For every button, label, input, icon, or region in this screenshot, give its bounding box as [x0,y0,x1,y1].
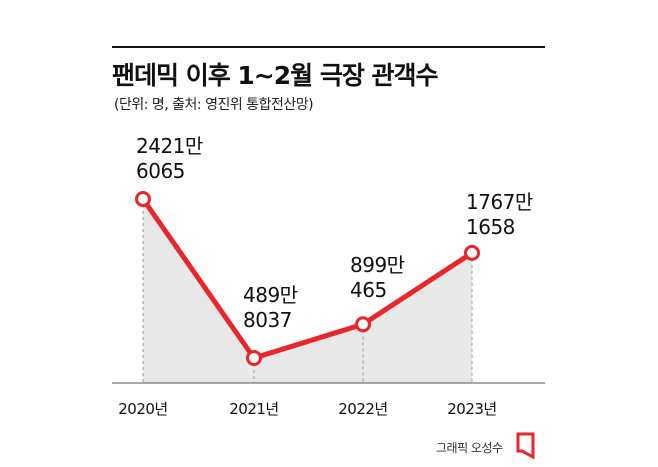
data-label-0: 2421만 6065 [136,134,203,183]
guide-layer [142,199,473,383]
marker-layer [135,191,480,366]
chart-subtitle: (단위: 명, 출처: 영진위 통합전산망) [114,97,314,113]
series-line [140,196,475,361]
data-point-1 [246,350,262,366]
chart-title: 팬데믹 이후 1~2월 극장 관객수 [112,61,439,90]
data-label-1: 489만 8037 [243,283,298,332]
data-point-2 [355,316,371,333]
data-label-2: 899만 465 [350,253,405,302]
title-rule [112,46,545,48]
data-point-0 [135,191,151,207]
newspaper-logo-icon [516,432,535,459]
x-tick-label-1: 2021년 [229,400,278,418]
x-tick-label-0: 2020년 [118,400,167,418]
line-layer [140,196,475,361]
graphic-credit: 그래픽 오성수 [436,441,503,455]
data-point-3 [464,244,480,261]
data-label-3: 1767만 1658 [466,190,533,239]
x-tick-label-2: 2022년 [338,400,387,418]
tick-layer: 2020년 2021년 2022년 2023년 [118,400,497,418]
area-layer [143,199,472,383]
area-fill [143,199,472,383]
label-layer: 2421만 6065 489만 8037 899만 465 1767만 1658 [136,134,533,332]
x-tick-label-3: 2023년 [447,400,496,418]
